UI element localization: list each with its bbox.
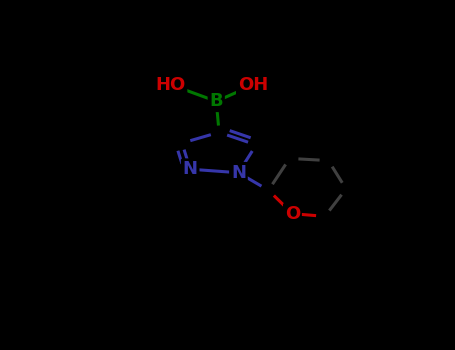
Text: HO: HO xyxy=(155,76,186,93)
Text: O: O xyxy=(285,205,300,223)
Text: N: N xyxy=(182,160,197,178)
Text: N: N xyxy=(231,164,246,182)
Text: B: B xyxy=(209,92,223,110)
Text: OH: OH xyxy=(238,76,268,94)
